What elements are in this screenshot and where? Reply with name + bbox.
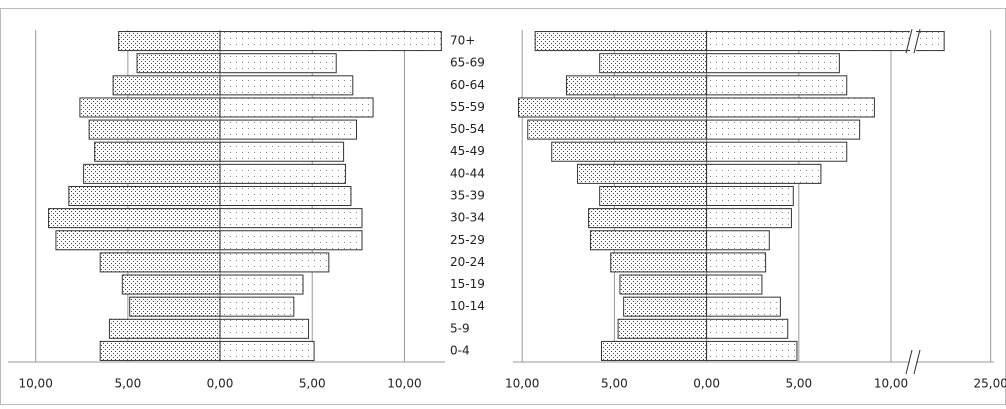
bar <box>706 318 789 339</box>
x-tick-label: 0,00 <box>207 377 234 391</box>
bar <box>136 53 221 74</box>
bar <box>219 141 345 162</box>
bar <box>219 75 354 96</box>
axis-break-gap <box>910 350 916 374</box>
bar <box>588 208 708 229</box>
category-label: 25-29 <box>450 233 485 247</box>
bar <box>88 119 221 140</box>
bar <box>219 208 363 229</box>
bar <box>219 274 304 295</box>
bar <box>219 53 337 74</box>
x-tick-label: 10,00 <box>505 377 539 391</box>
bar <box>219 252 330 273</box>
bar <box>706 185 794 207</box>
bar <box>623 296 708 317</box>
bar <box>706 119 861 140</box>
category-label: 10-14 <box>450 299 485 313</box>
bar <box>68 185 221 207</box>
bar <box>610 252 708 273</box>
bar <box>601 340 708 361</box>
bar <box>219 230 363 251</box>
category-label: 60-64 <box>450 78 485 92</box>
bar <box>527 119 708 140</box>
bar <box>79 97 221 118</box>
bar <box>706 274 763 295</box>
bar <box>219 163 346 184</box>
category-label: 15-19 <box>450 277 485 291</box>
bar <box>129 296 221 317</box>
x-tick-label: 5,00 <box>785 377 812 391</box>
x-tick-label: 10,00 <box>874 377 908 391</box>
bar <box>108 318 221 339</box>
bar <box>219 185 352 207</box>
bar <box>617 318 708 339</box>
bar <box>565 75 708 96</box>
x-tick-label: 10,00 <box>387 377 421 391</box>
bar <box>589 230 708 251</box>
axis-break-mark <box>913 28 921 54</box>
bar <box>534 31 708 52</box>
bar <box>706 208 792 229</box>
bar <box>219 340 315 361</box>
bar <box>99 340 221 361</box>
bar <box>706 163 822 184</box>
bar <box>706 141 848 162</box>
bar <box>112 75 221 96</box>
category-label: 70+ <box>450 34 475 48</box>
bar <box>706 97 875 118</box>
bar <box>706 75 848 96</box>
bar <box>83 163 221 184</box>
bar <box>706 296 781 317</box>
x-tick-label: 5,00 <box>114 377 141 391</box>
category-label: 65-69 <box>450 56 485 70</box>
bar <box>48 208 221 229</box>
axis-break-mark <box>913 349 921 375</box>
bar <box>219 31 442 52</box>
x-tick-label: 5,00 <box>299 377 326 391</box>
bar <box>518 97 708 118</box>
bar <box>118 31 221 52</box>
bar <box>551 141 708 162</box>
bar <box>219 318 310 339</box>
axis-break-mark <box>905 28 913 54</box>
bar <box>706 31 945 52</box>
axis-break-gap <box>910 29 916 54</box>
category-label: 30-34 <box>450 211 485 225</box>
bar <box>706 230 770 251</box>
category-label: 55-59 <box>450 100 485 114</box>
bar <box>219 97 374 118</box>
bar <box>577 163 708 184</box>
bar <box>599 53 708 74</box>
bar <box>706 53 840 74</box>
category-label: 50-54 <box>450 122 485 136</box>
bar <box>94 141 221 162</box>
category-label: 20-24 <box>450 255 485 269</box>
bar <box>599 185 708 207</box>
x-tick-label: 5,00 <box>601 377 628 391</box>
x-tick-label: 0,00 <box>693 377 720 391</box>
axis-break-mark <box>905 349 913 375</box>
category-label: 45-49 <box>450 144 485 158</box>
x-tick-label: 25,00 <box>973 377 1006 391</box>
bar <box>619 274 708 295</box>
bar <box>706 252 767 273</box>
bar <box>99 252 221 273</box>
category-label: 40-44 <box>450 166 485 180</box>
x-tick-label: 10,00 <box>18 377 52 391</box>
bar <box>219 296 295 317</box>
category-label: 0-4 <box>450 343 470 357</box>
bar <box>219 119 357 140</box>
bar <box>706 340 798 361</box>
category-label: 35-39 <box>450 189 485 203</box>
bar <box>55 230 221 251</box>
bar <box>121 274 221 295</box>
category-label: 5-9 <box>450 321 470 335</box>
